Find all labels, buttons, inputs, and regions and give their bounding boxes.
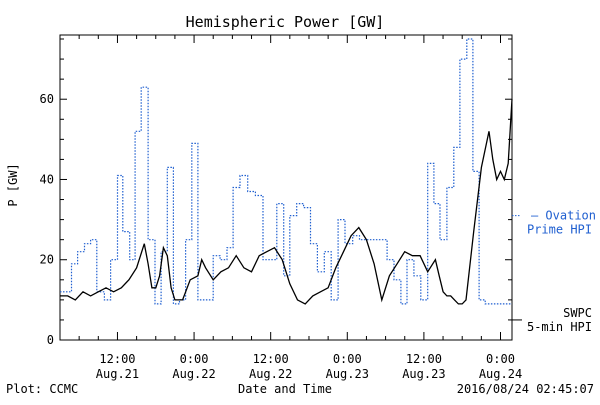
- y-tick-label: 20: [40, 253, 54, 267]
- footer-timestamp: 2016/08/24 02:45:07: [457, 382, 594, 396]
- x-tick-label-date: Aug.22: [249, 367, 292, 381]
- footer-plot-credit: Plot: CCMC: [6, 382, 78, 396]
- legend-swpc-label-2: 5-min HPI: [527, 320, 592, 334]
- y-tick-label: 0: [47, 333, 54, 347]
- x-tick-label-time: 0:00: [180, 352, 209, 366]
- x-tick-label-date: Aug.22: [172, 367, 215, 381]
- plot-frame: [59, 34, 513, 341]
- legend-ovation-label-2: Prime HPI: [527, 223, 592, 237]
- x-tick-label-time: 12:00: [253, 352, 289, 366]
- plot-area: 020406012:00Aug.210:00Aug.2212:00Aug.220…: [40, 34, 596, 381]
- x-tick-label-date: Aug.23: [402, 367, 445, 381]
- x-tick-label-time: 12:00: [99, 352, 135, 366]
- x-tick-label-time: 0:00: [333, 352, 362, 366]
- y-tick-label: 60: [40, 92, 54, 106]
- chart-title: Hemispheric Power [GW]: [186, 13, 385, 31]
- series-ovation-prime-line: [60, 38, 512, 305]
- x-tick-label-date: Aug.21: [96, 367, 139, 381]
- x-tick-label-time: 0:00: [486, 352, 515, 366]
- x-tick-label-time: 12:00: [406, 352, 442, 366]
- footer-x-axis-title: Date and Time: [238, 382, 332, 396]
- x-tick-label-date: Aug.23: [326, 367, 369, 381]
- y-tick-label: 40: [40, 172, 54, 186]
- legend-swpc-label: SWPC: [563, 306, 592, 320]
- legend-ovation-label: — Ovation: [531, 209, 596, 223]
- y-axis-label: P [GW]: [6, 163, 20, 206]
- x-tick-label-date: Aug.24: [479, 367, 522, 381]
- series-swpc-line: [60, 99, 513, 305]
